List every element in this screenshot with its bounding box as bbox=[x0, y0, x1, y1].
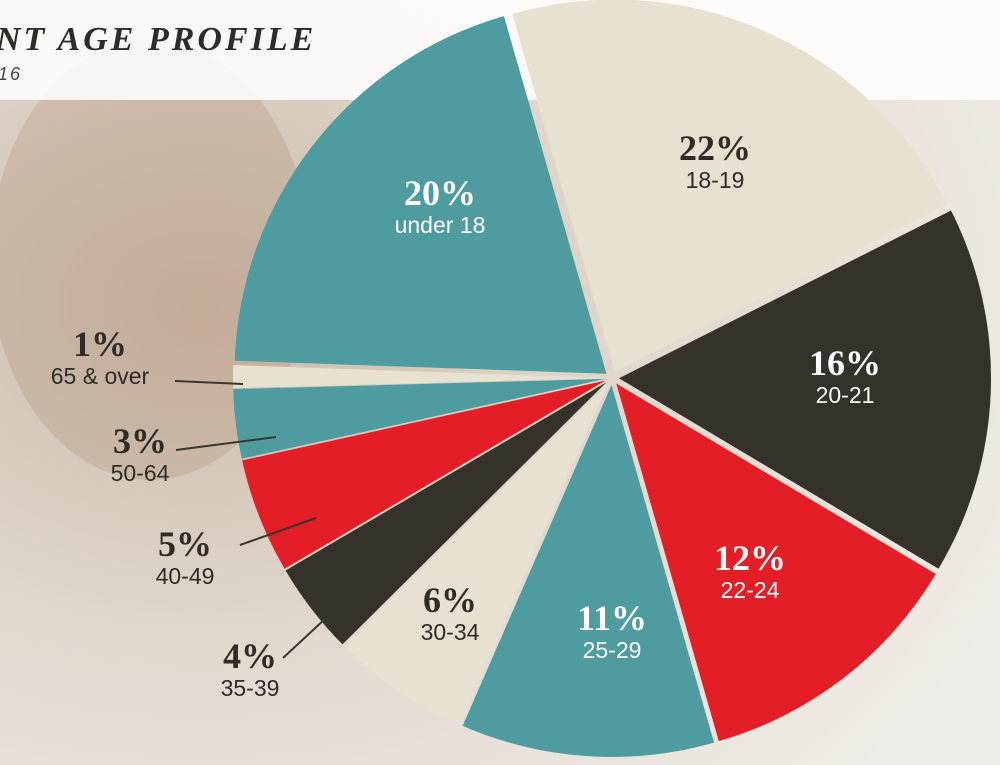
value-label: 22% bbox=[679, 128, 751, 168]
category-label: 25-29 bbox=[583, 637, 642, 663]
category-label: under 18 bbox=[395, 212, 486, 238]
category-label: 18-19 bbox=[686, 167, 745, 193]
value-label: 20% bbox=[404, 173, 476, 213]
category-label: 30-34 bbox=[421, 619, 480, 645]
category-label: 50-64 bbox=[111, 460, 170, 486]
category-label: 22-24 bbox=[721, 577, 780, 603]
value-label: 5% bbox=[158, 524, 212, 564]
value-label: 11% bbox=[577, 598, 647, 638]
value-label: 3% bbox=[113, 421, 167, 461]
category-label: 65 & over bbox=[51, 363, 150, 389]
value-label: 4% bbox=[223, 636, 277, 676]
value-label: 1% bbox=[73, 324, 127, 364]
category-label: 35-39 bbox=[221, 675, 280, 701]
value-label: 16% bbox=[809, 343, 881, 383]
chart-title: NT AGE PROFILE bbox=[0, 21, 316, 58]
chart: NT AGE PROFILE 16 22%18-19 16%20-21 12%22-… bbox=[0, 0, 1000, 765]
value-label: 12% bbox=[714, 538, 786, 578]
category-label: 40-49 bbox=[156, 563, 215, 589]
category-label: 20-21 bbox=[816, 382, 875, 408]
value-label: 6% bbox=[423, 580, 477, 620]
chart-subtitle: 16 bbox=[0, 64, 22, 84]
